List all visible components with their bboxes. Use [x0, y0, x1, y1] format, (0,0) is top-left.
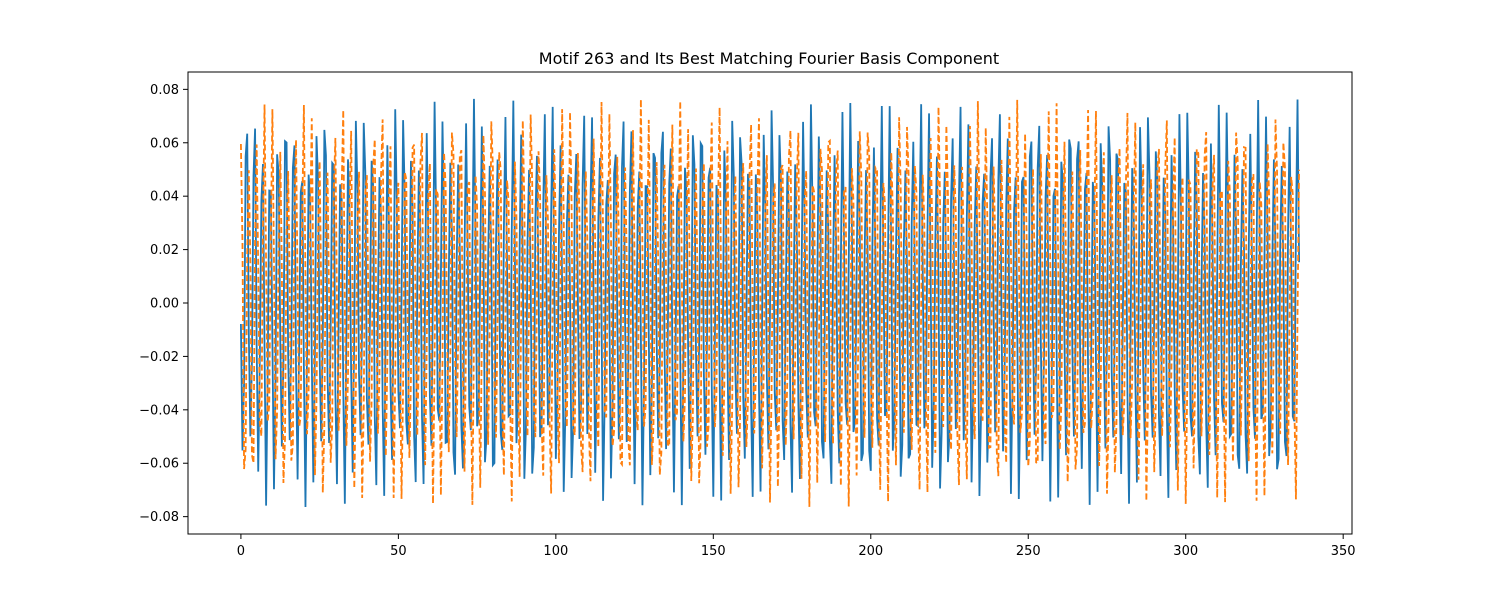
y-tick-label: 0.00	[150, 297, 179, 312]
x-tick-label: 350	[1331, 544, 1356, 559]
x-tick-label: 300	[1173, 544, 1198, 559]
series-line-2	[240, 99, 1300, 507]
x-tick-label: 200	[858, 544, 883, 559]
y-tick-label: 0.08	[150, 83, 179, 98]
y-tick-label: −0.04	[139, 403, 179, 418]
x-axis: 0 50 100 150 200 250 300 350	[237, 534, 1356, 559]
chart-title: Motif 263 and Its Best Matching Fourier …	[539, 49, 999, 68]
y-tick-label: −0.08	[139, 510, 179, 525]
x-tick-label: 250	[1016, 544, 1041, 559]
x-tick-label: 150	[701, 544, 726, 559]
y-tick-label: 0.04	[150, 190, 179, 205]
x-tick-label: 100	[543, 544, 568, 559]
x-tick-label: 50	[390, 544, 407, 559]
y-tick-label: −0.02	[139, 350, 179, 365]
y-axis: −0.08 −0.06 −0.04 −0.02 0.00 0.02 0.04 0.06 0.08	[139, 83, 188, 525]
x-tick-label: 0	[237, 544, 245, 559]
series-line-1	[240, 98, 1300, 507]
y-tick-label: −0.06	[139, 457, 179, 472]
y-tick-label: 0.06	[150, 136, 179, 151]
series-layer	[240, 98, 1300, 507]
y-tick-label: 0.02	[150, 243, 179, 258]
